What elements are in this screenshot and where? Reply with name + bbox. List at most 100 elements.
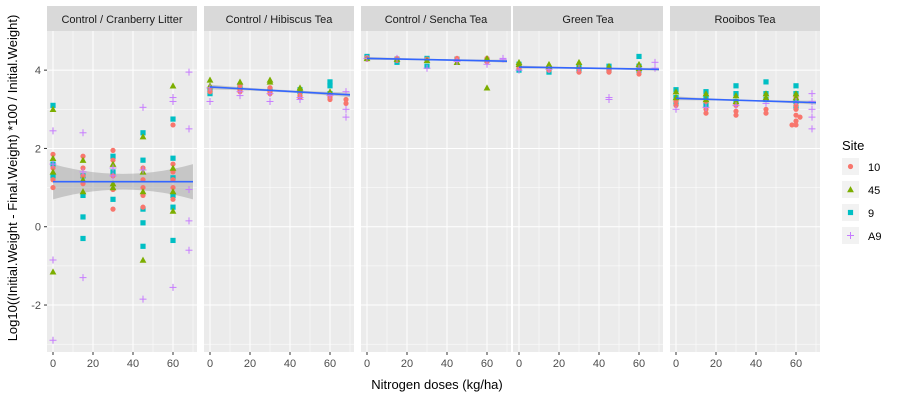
data-point-site-9 — [50, 102, 56, 108]
data-point-site-A9 — [169, 283, 177, 291]
x-tick-label: 40 — [593, 358, 605, 370]
data-point-site-10 — [267, 85, 273, 91]
x-tick-label: 60 — [790, 358, 802, 370]
data-point-site-45 — [49, 105, 57, 113]
panel-title: Control / Hibiscus Tea — [226, 14, 334, 26]
data-point-site-9 — [170, 237, 176, 244]
data-point-site-9 — [327, 83, 333, 89]
data-point-site-A9 — [109, 164, 117, 172]
data-point-site-A9 — [49, 160, 57, 168]
data-point-site-10 — [170, 184, 176, 191]
data-point-site-10 — [110, 147, 116, 153]
data-point-site-45 — [732, 98, 740, 105]
data-point-site-9 — [170, 192, 176, 199]
x-tick-label: 20 — [710, 358, 722, 370]
data-point-site-A9 — [49, 336, 57, 344]
data-point-site-10 — [789, 122, 795, 128]
data-point-site-10 — [207, 89, 213, 95]
data-point-site-10 — [763, 106, 769, 112]
data-point-site-9 — [327, 79, 333, 85]
y-tick-label: -2 — [31, 300, 41, 312]
data-point-site-A9 — [185, 246, 193, 254]
data-point-site-45 — [702, 90, 710, 97]
data-point-site-10 — [80, 165, 86, 171]
data-point-site-10 — [606, 69, 612, 75]
data-point-site-10 — [703, 110, 709, 116]
data-point-site-45 — [762, 94, 770, 101]
legend-label: 9 — [868, 208, 874, 220]
data-point-site-A9 — [139, 166, 147, 174]
panel-2: Control / Sencha Tea 0 20 40 60 — [361, 6, 511, 370]
data-point-site-10 — [327, 96, 333, 103]
data-point-site-10 — [110, 206, 116, 212]
data-point-site-10 — [343, 96, 349, 103]
panel-3: Green Tea 0 20 40 60 — [513, 6, 663, 370]
x-tick-label: 60 — [167, 358, 179, 370]
data-point-site-A9 — [342, 113, 350, 121]
data-point-site-9 — [110, 153, 116, 159]
fit-line — [366, 57, 508, 62]
data-point-site-45 — [236, 78, 244, 85]
data-point-site-10 — [797, 114, 803, 120]
data-point-site-A9 — [296, 96, 304, 104]
x-tick-label: 0 — [673, 358, 679, 370]
x-tick-label: 0 — [50, 358, 56, 370]
panel-title: Green Tea — [562, 14, 614, 26]
x-tick-label: 0 — [364, 358, 370, 370]
data-point-site-45 — [169, 164, 177, 171]
x-tick-label: 40 — [750, 358, 762, 370]
data-point-site-10 — [576, 69, 582, 75]
data-point-site-45 — [49, 154, 57, 161]
data-point-site-A9 — [185, 125, 193, 133]
data-point-site-9 — [763, 79, 769, 85]
data-point-site-A9 — [266, 97, 274, 105]
data-point-site-10 — [50, 184, 56, 191]
data-point-site-45 — [672, 88, 680, 95]
data-point-site-10 — [763, 110, 769, 116]
data-point-site-A9 — [732, 101, 740, 109]
data-point-site-45 — [79, 188, 87, 195]
data-point-site-9 — [733, 83, 739, 89]
data-point-site-A9 — [483, 60, 491, 68]
legend-key-10 — [847, 163, 854, 170]
data-point-site-10 — [343, 100, 349, 107]
data-point-site-A9 — [79, 129, 87, 137]
data-point-site-45 — [109, 184, 117, 191]
panel-background — [513, 31, 663, 352]
data-point-site-9 — [170, 155, 176, 161]
data-point-site-9 — [140, 157, 146, 163]
data-point-site-9 — [170, 116, 176, 122]
data-point-site-10 — [170, 161, 176, 167]
data-point-site-10 — [793, 106, 799, 112]
data-point-site-A9 — [139, 295, 147, 303]
fit-line — [209, 86, 351, 96]
data-point-site-10 — [80, 153, 86, 159]
data-point-site-A9 — [49, 256, 57, 264]
data-point-site-10 — [793, 122, 799, 128]
fit-line — [675, 97, 817, 104]
data-point-site-9 — [110, 169, 116, 175]
y-tick-label: 0 — [35, 222, 41, 234]
data-point-site-45 — [206, 76, 214, 83]
x-tick-label: 0 — [207, 358, 213, 370]
panel-background — [204, 31, 354, 352]
data-point-site-10 — [170, 196, 176, 202]
data-point-site-45 — [169, 188, 177, 195]
x-tick-label: 40 — [284, 358, 296, 370]
data-point-site-A9 — [109, 172, 117, 180]
data-point-site-10 — [170, 122, 176, 128]
data-point-site-45 — [109, 160, 117, 167]
panel-strip — [513, 6, 663, 31]
data-point-site-A9 — [79, 168, 87, 176]
legend-key-45 — [847, 186, 854, 193]
panel-4: Rooibos Tea 0 20 40 60 — [670, 6, 820, 370]
data-point-site-45 — [296, 86, 304, 93]
data-point-site-A9 — [605, 96, 613, 104]
data-point-site-10 — [110, 157, 116, 163]
data-point-site-A9 — [651, 64, 659, 72]
data-point-site-9 — [80, 192, 86, 199]
data-point-site-45 — [169, 82, 177, 89]
data-point-site-A9 — [702, 103, 710, 111]
